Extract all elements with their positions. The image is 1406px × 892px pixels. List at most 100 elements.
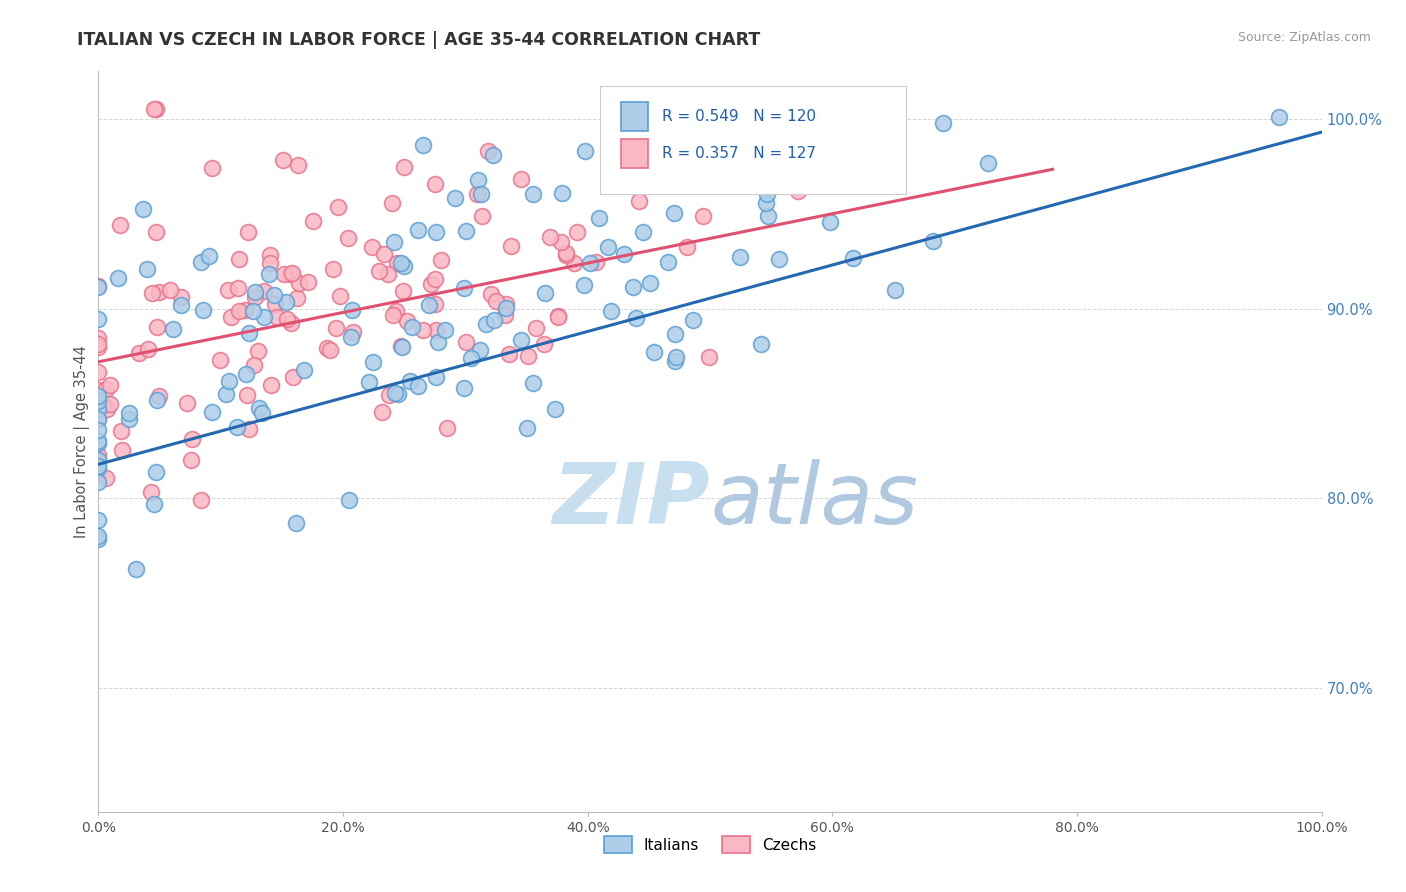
Point	[607, 162, 630, 177]
Point	[146, 392, 169, 407]
Point	[567, 225, 589, 239]
Point	[425, 369, 447, 384]
Point	[145, 465, 167, 479]
Point	[662, 206, 685, 220]
Point	[118, 412, 141, 426]
Point	[284, 516, 307, 530]
Point	[517, 349, 540, 363]
Point	[96, 382, 118, 396]
Point	[87, 330, 110, 344]
Point	[418, 298, 440, 312]
Point	[664, 326, 686, 341]
Point	[87, 402, 110, 417]
Point	[339, 330, 361, 344]
Point	[162, 321, 184, 335]
Point	[384, 235, 406, 249]
Point	[922, 234, 945, 248]
Point	[139, 484, 162, 499]
Point	[141, 286, 163, 301]
Point	[253, 285, 276, 299]
Point	[467, 173, 489, 187]
Point	[273, 267, 295, 281]
Point	[420, 277, 443, 292]
Point	[482, 313, 505, 327]
Point	[389, 256, 412, 270]
Point	[585, 255, 607, 269]
Point	[547, 310, 569, 325]
Point	[682, 313, 704, 327]
Point	[259, 248, 281, 262]
Text: ZIP: ZIP	[553, 459, 710, 542]
Point	[401, 320, 423, 334]
Point	[444, 191, 467, 205]
Point	[460, 351, 482, 365]
Point	[246, 344, 269, 359]
Point	[510, 171, 533, 186]
Point	[292, 363, 315, 377]
Point	[87, 311, 110, 326]
Point	[87, 366, 110, 380]
Point	[228, 252, 250, 267]
Point	[325, 320, 347, 334]
Point	[534, 286, 557, 301]
Point	[533, 336, 555, 351]
Point	[621, 280, 644, 294]
Point	[588, 211, 610, 225]
Point	[266, 310, 288, 324]
Point	[768, 252, 790, 266]
Point	[467, 186, 489, 201]
FancyBboxPatch shape	[620, 139, 648, 168]
Point	[387, 256, 409, 270]
Point	[524, 321, 547, 335]
Point	[1267, 110, 1289, 124]
Text: R = 0.549   N = 120: R = 0.549 N = 120	[662, 109, 817, 124]
Point	[169, 298, 191, 312]
Point	[242, 303, 264, 318]
Point	[406, 379, 429, 393]
Point	[453, 281, 475, 295]
Point	[91, 398, 114, 412]
Point	[257, 267, 280, 281]
Point	[87, 389, 110, 403]
Point	[474, 317, 496, 331]
FancyBboxPatch shape	[600, 87, 905, 194]
Point	[136, 343, 159, 357]
Point	[471, 210, 494, 224]
Point	[412, 323, 434, 337]
Point	[522, 186, 544, 201]
Point	[391, 284, 413, 298]
Point	[628, 194, 651, 208]
Y-axis label: In Labor Force | Age 35-44: In Labor Force | Age 35-44	[75, 345, 90, 538]
Point	[107, 271, 129, 285]
Point	[159, 283, 181, 297]
Point	[87, 434, 110, 448]
Point	[547, 309, 569, 323]
Point	[406, 223, 429, 237]
Text: R = 0.357   N = 127: R = 0.357 N = 127	[662, 146, 817, 161]
Point	[884, 283, 907, 297]
Point	[385, 303, 408, 318]
Point	[425, 226, 447, 240]
Point	[665, 350, 688, 364]
Point	[932, 116, 955, 130]
Point	[110, 424, 132, 438]
Point	[340, 302, 363, 317]
Point	[87, 279, 110, 293]
Point	[756, 186, 779, 201]
Point	[219, 310, 242, 324]
Point	[613, 246, 636, 260]
Point	[426, 334, 449, 349]
Point	[326, 200, 349, 214]
Point	[357, 375, 380, 389]
Point	[423, 177, 446, 191]
Point	[550, 186, 572, 200]
Point	[218, 374, 240, 388]
Point	[456, 334, 478, 349]
Point	[818, 215, 841, 229]
Point	[756, 209, 779, 223]
Point	[430, 252, 453, 267]
Point	[87, 411, 110, 425]
Point	[287, 291, 309, 305]
Point	[132, 202, 155, 216]
Point	[247, 401, 270, 415]
